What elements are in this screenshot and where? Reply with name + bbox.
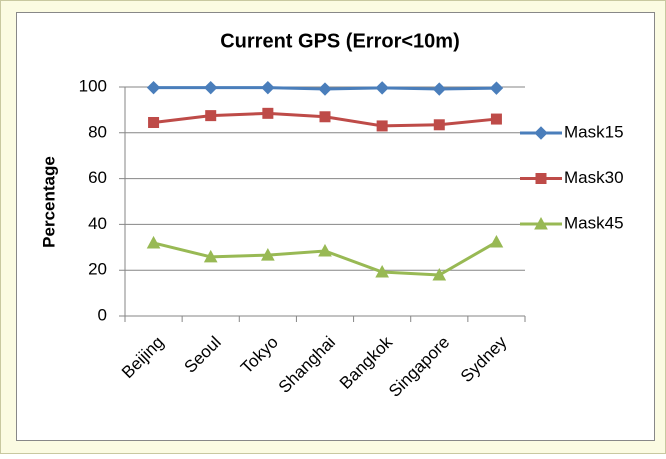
y-axis-label: Percentage: [39, 156, 58, 248]
legend-label: Mask15: [564, 122, 624, 141]
marker: [204, 80, 218, 95]
y-tick-label: 60: [88, 168, 107, 187]
marker: [375, 264, 389, 278]
marker: [261, 248, 275, 261]
marker: [146, 80, 161, 95]
y-tick-label: 0: [98, 305, 107, 324]
chart-title: Current GPS (Error<10m): [220, 30, 460, 52]
marker: [203, 249, 218, 263]
marker: [489, 81, 504, 95]
marker: [534, 216, 548, 230]
marker: [375, 81, 389, 95]
marker: [489, 234, 504, 248]
marker: [432, 267, 447, 281]
y-tick-label: 100: [79, 76, 107, 95]
marker: [318, 82, 332, 96]
legend-label: Mask45: [564, 213, 624, 232]
marker: [490, 113, 502, 125]
marker: [376, 120, 388, 132]
y-tick-label: 80: [88, 122, 107, 141]
marker: [146, 235, 161, 249]
marker: [432, 82, 446, 96]
y-tick-label: 20: [88, 260, 107, 279]
marker: [148, 116, 160, 128]
chart-area: [16, 12, 655, 441]
marker: [261, 80, 275, 95]
marker: [534, 126, 548, 140]
marker: [262, 107, 274, 119]
marker: [318, 243, 332, 257]
marker: [433, 119, 445, 131]
marker: [319, 111, 331, 123]
legend-label: Mask30: [564, 168, 624, 187]
marker: [205, 110, 217, 122]
marker: [535, 173, 547, 184]
y-tick-label: 40: [88, 214, 107, 233]
